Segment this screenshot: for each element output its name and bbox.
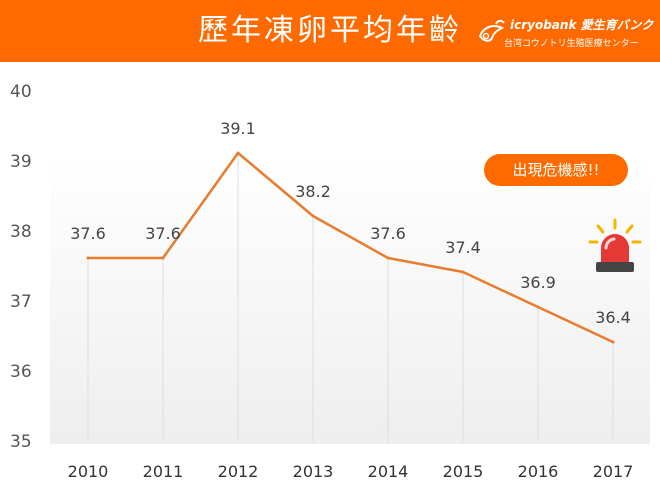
data-point	[161, 256, 165, 260]
y-tick-label: 39	[10, 152, 32, 172]
page-title: 歷年凍卵平均年齡	[198, 13, 462, 48]
y-tick-label: 35	[10, 432, 32, 452]
data-label: 37.6	[370, 224, 406, 243]
x-tick-label: 2015	[443, 462, 484, 481]
siren-icon	[588, 218, 642, 272]
series-line	[88, 151, 614, 344]
data-label: 36.9	[520, 273, 556, 292]
y-tick-label: 38	[10, 222, 32, 242]
data-point	[461, 270, 465, 274]
data-point	[236, 151, 240, 155]
plot-area	[50, 154, 650, 444]
line-chart: 35 36 37 38 39 40 2010 2011 2012 2013 2014 2015 201…	[10, 82, 650, 481]
brand-logo: icryobank 愛生育バンク 台湾コウノトリ生殖医療センター	[476, 14, 653, 54]
x-tick-label: 2016	[518, 462, 559, 481]
data-label: 38.2	[295, 182, 331, 201]
data-label: 37.4	[445, 238, 481, 257]
y-tick-label: 40	[10, 82, 32, 102]
x-tick-label: 2017	[593, 462, 634, 481]
data-point	[386, 256, 390, 260]
x-tick-label: 2014	[368, 462, 409, 481]
brand-name: icryobank 愛生育バンク	[510, 18, 654, 32]
data-point	[611, 340, 615, 344]
x-tick-label: 2010	[68, 462, 109, 481]
data-point	[86, 256, 90, 260]
data-point	[536, 305, 540, 309]
crisis-badge: 出現危機感!!	[484, 154, 628, 186]
data-label: 37.6	[145, 224, 181, 243]
data-point	[311, 214, 315, 218]
x-tick-label: 2012	[218, 462, 259, 481]
header-banner: 歷年凍卵平均年齡 icryobank 愛生育バンク 台湾コウノトリ生殖医療センタ…	[0, 0, 660, 65]
x-tick-label: 2011	[143, 462, 184, 481]
y-tick-label: 36	[10, 362, 32, 382]
y-tick-label: 37	[10, 292, 32, 312]
brand-subtitle: 台湾コウノトリ生殖医療センター	[504, 39, 639, 49]
data-label: 39.1	[220, 119, 256, 138]
stork-logo-icon	[478, 19, 505, 42]
x-tick-label: 2013	[293, 462, 334, 481]
data-label: 37.6	[70, 224, 106, 243]
data-label: 36.4	[595, 308, 631, 327]
